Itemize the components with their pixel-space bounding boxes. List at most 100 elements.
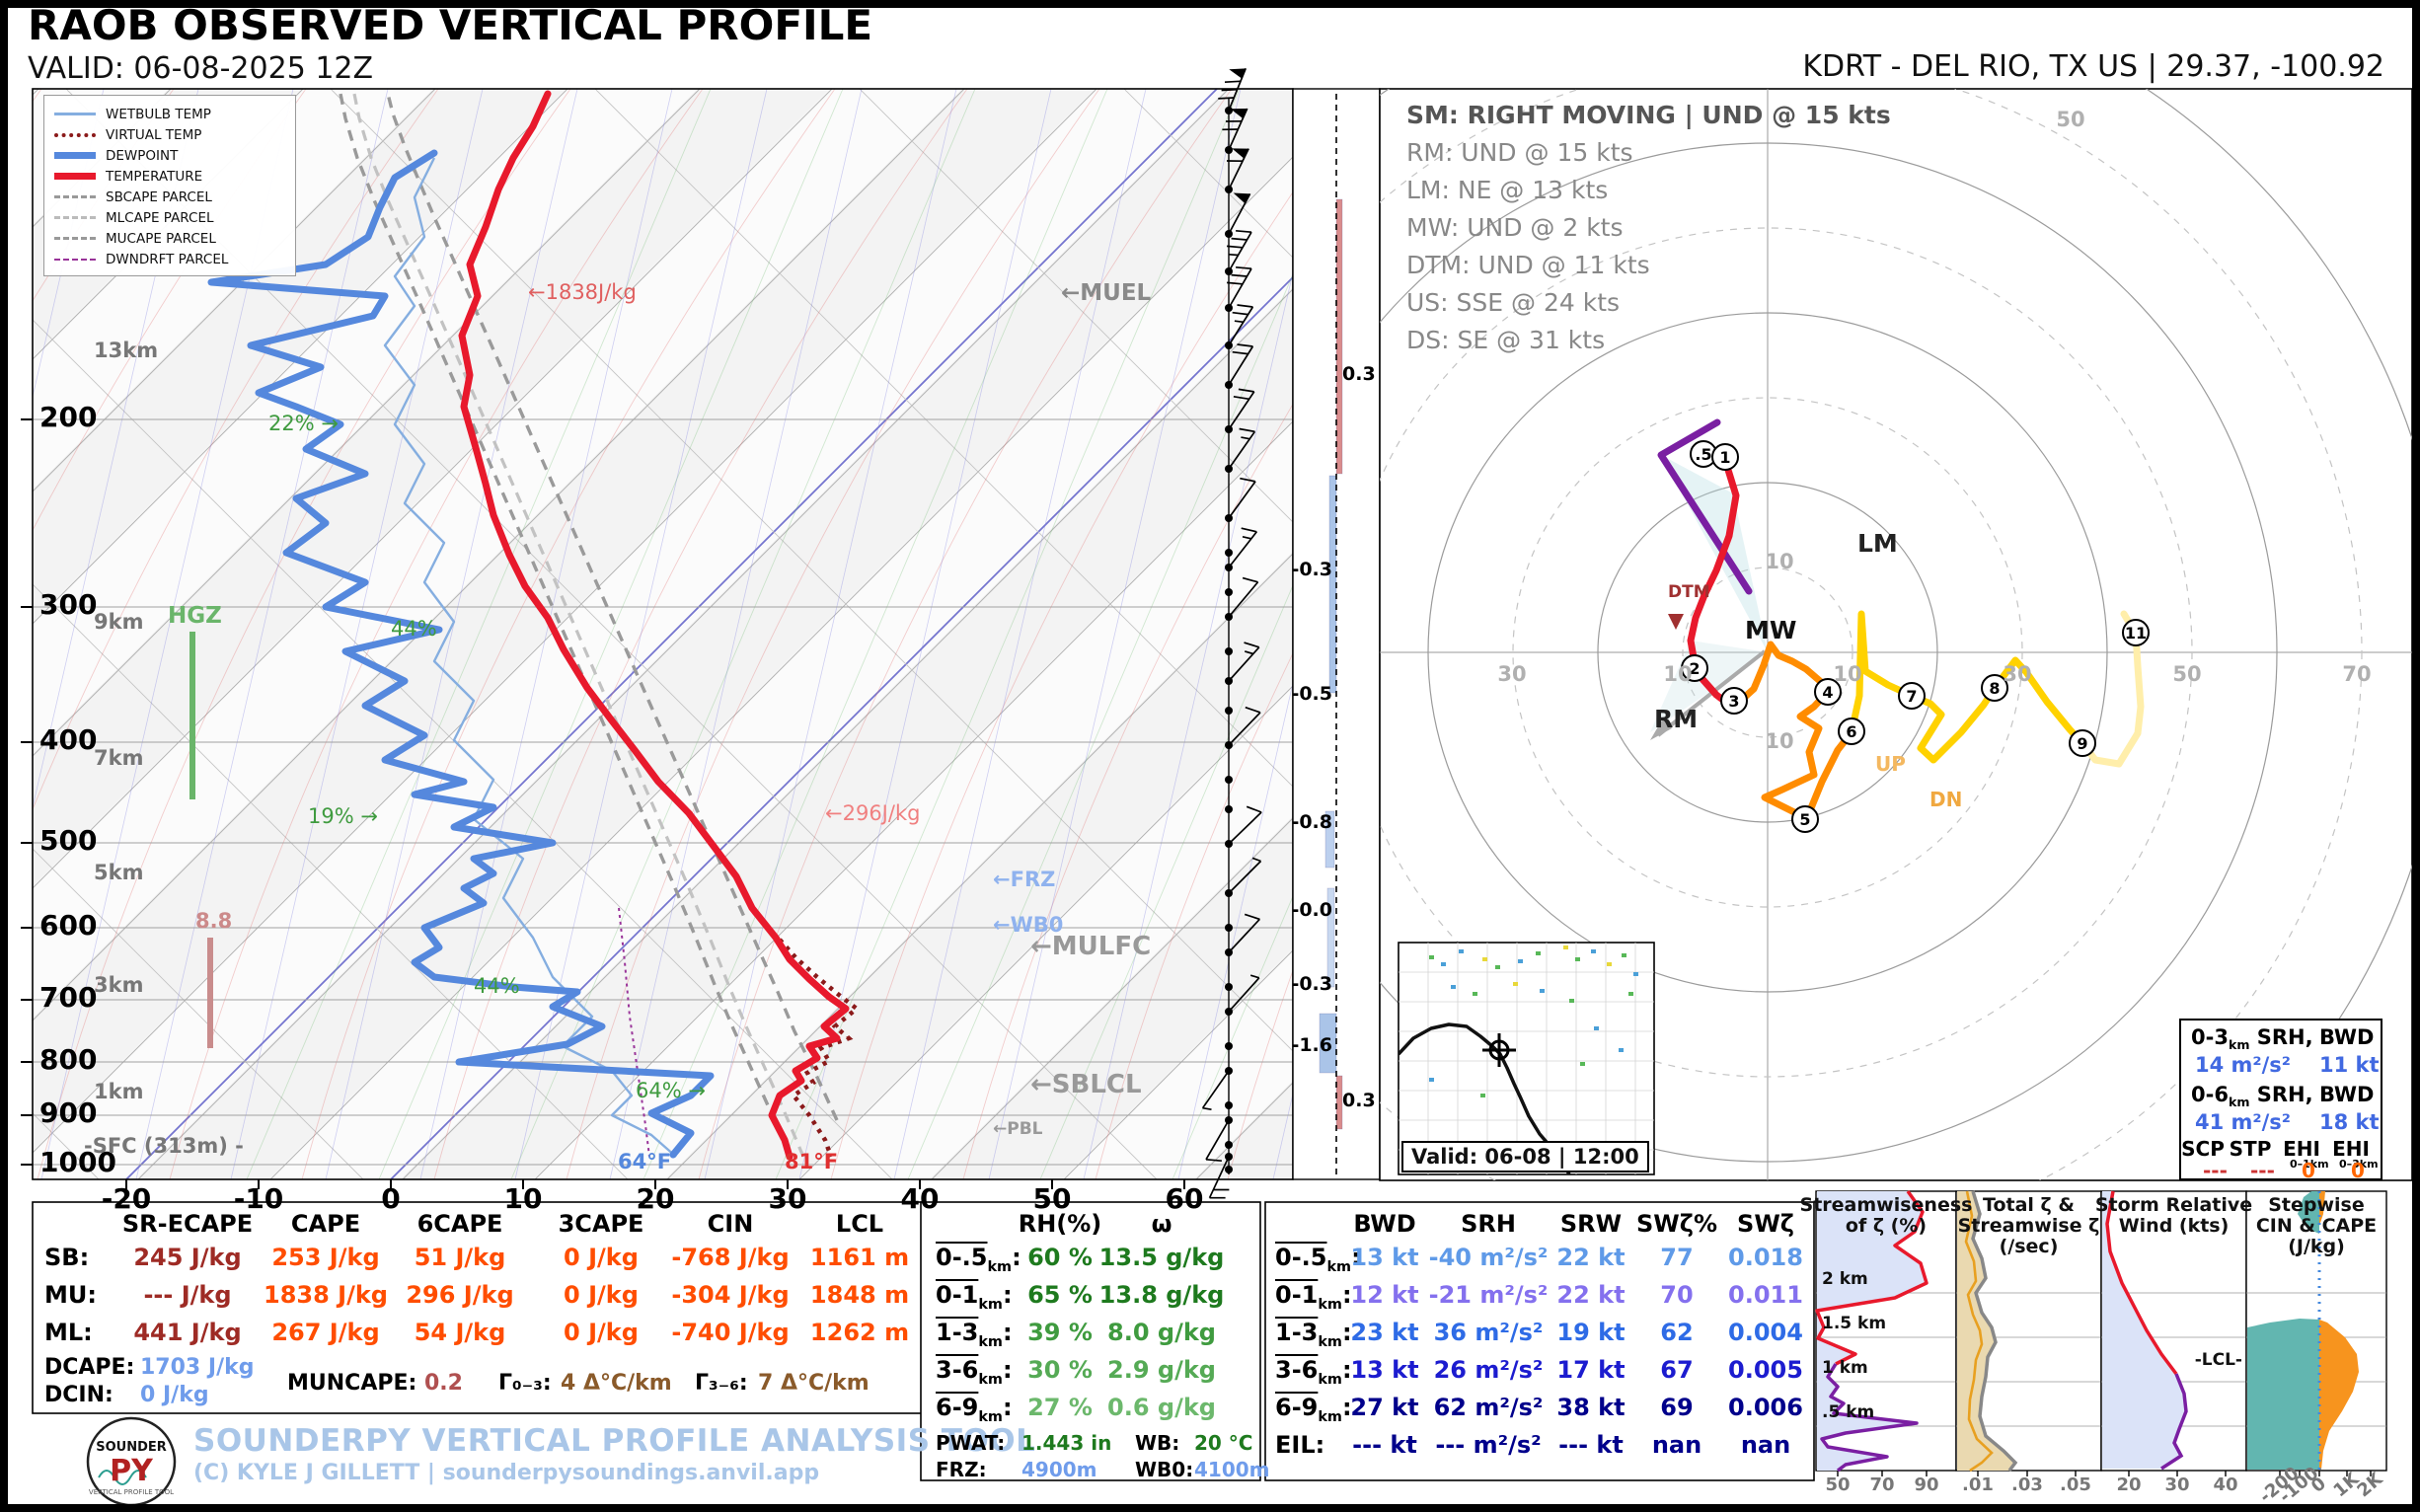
right-table-value: 19 kt	[1556, 1319, 1626, 1346]
panel-km-label: .5 km	[1822, 1402, 1875, 1422]
height-label: 9km	[94, 610, 144, 634]
legend-label: TEMPERATURE	[106, 168, 203, 185]
svg-text:30: 30	[1497, 662, 1526, 686]
panel-km-label: 1 km	[1822, 1358, 1868, 1378]
panel-title: (J/kg)	[2288, 1236, 2345, 1257]
hodograph-label: UP	[1875, 752, 1906, 776]
left-table-row-label: ML:	[44, 1319, 93, 1346]
panel-tick-label: 70	[1869, 1474, 1895, 1495]
composite-header-ehi: EHI	[2332, 1137, 2370, 1161]
temp-tick-label: -20	[101, 1182, 152, 1215]
legend-label: WETBULB TEMP	[106, 106, 211, 122]
composite-value: 0	[2302, 1159, 2315, 1182]
skewt-annotation: ←1838J/kg	[528, 280, 637, 304]
left-table-value: 267 J/kg	[271, 1319, 380, 1346]
right-table-value: --- m²/s²	[1435, 1431, 1542, 1459]
hodograph-info-line: US: SSE @ 24 kts	[1406, 288, 1621, 317]
valid-datetime: VALID: 06-08-2025 12Z	[28, 51, 374, 86]
right-table-header: BWD	[1353, 1210, 1416, 1238]
omega-value-label: 0.3	[1342, 363, 1376, 385]
footer-credit: (C) KYLE J GILLETT | sounderpysoundings.…	[193, 1461, 820, 1485]
left-table-value: 253 J/kg	[271, 1244, 380, 1271]
right-table-header: SRW	[1559, 1210, 1623, 1238]
right-table-value: nan	[1740, 1431, 1791, 1459]
pressure-label: 1000	[39, 1146, 116, 1178]
mid-table-rh-value: 39 %	[1027, 1319, 1093, 1346]
frz-value: 4900m	[1021, 1458, 1097, 1481]
svg-text:10: 10	[1765, 729, 1793, 753]
skewt-annotation: 22% →	[268, 412, 339, 435]
left-table-header: CAPE	[290, 1210, 361, 1238]
hodograph-label: RM	[1654, 705, 1699, 733]
legend-label: DEWPOINT	[106, 147, 179, 164]
pressure-label: 800	[39, 1043, 98, 1076]
height-label: 3km	[94, 973, 144, 997]
left-table-header: CIN	[707, 1210, 754, 1238]
legend-swatch-dewpoint	[54, 152, 96, 159]
panel-title: CIN & CAPE	[2255, 1215, 2378, 1237]
composite-sub: 0–3km	[2339, 1158, 2379, 1171]
legend-item: VIRTUAL TEMP	[54, 124, 285, 145]
mid-table-w-value: 0.6 g/kg	[1107, 1394, 1216, 1421]
pressure-label: 200	[39, 401, 98, 433]
dcin-value: 0 J/kg	[140, 1383, 209, 1407]
skewt-annotation: 64% →	[636, 1079, 706, 1102]
svg-text:7: 7	[1906, 687, 1917, 706]
height-label: 13km	[94, 339, 159, 362]
svg-text:5: 5	[1799, 810, 1810, 829]
svg-text:10: 10	[1765, 550, 1793, 573]
right-table-value: 23 kt	[1350, 1319, 1419, 1346]
left-table-header: 3CAPE	[558, 1210, 644, 1238]
temp-tick-label: 20	[636, 1182, 675, 1215]
left-table-value: -740 J/kg	[671, 1319, 790, 1346]
skewt-legend: WETBULB TEMP VIRTUAL TEMP DEWPOINT TEMPERAT…	[43, 95, 296, 276]
height-label: 7km	[94, 746, 144, 770]
dcape-value: 1703 J/kg	[140, 1355, 255, 1380]
svg-text:10: 10	[1663, 662, 1692, 686]
panel-title: Storm Relative	[2094, 1194, 2253, 1216]
svg-text:9: 9	[2077, 734, 2087, 753]
legend-item: DWNDRFT PARCEL	[54, 249, 285, 269]
left-table-value: 0 J/kg	[564, 1281, 639, 1309]
right-table-value: -21 m²/s²	[1428, 1281, 1549, 1309]
right-table-value: 22 kt	[1556, 1244, 1626, 1271]
right-table-value: 13 kt	[1350, 1244, 1419, 1271]
svg-text:PY: PY	[110, 1454, 154, 1488]
pressure-label: 600	[39, 909, 98, 942]
panel-tick-label: 20	[2116, 1474, 2142, 1495]
legend-swatch-parcel	[54, 195, 96, 198]
lapse-rate-3-6-label: Γ₃₋₆:	[695, 1371, 748, 1396]
temp-tick-label: -10	[233, 1182, 284, 1215]
skewt-annotation: 19% →	[308, 804, 378, 828]
svg-text:30: 30	[2003, 662, 2031, 686]
srh-bwd-summary-box: 0-3km SRH, BWD 14 m²/s² 11 kt 0-6km SRH, BWD 4…	[2179, 1019, 2382, 1182]
composite-sub: 0–1km	[2290, 1158, 2329, 1171]
right-table-header: SRH	[1461, 1210, 1516, 1238]
skewt-annotation: 44%	[474, 974, 520, 998]
right-table-value: 13 kt	[1350, 1356, 1419, 1384]
pressure-label: 500	[39, 824, 98, 857]
right-table-value: 0.006	[1728, 1394, 1803, 1421]
map-inset	[1398, 942, 1655, 1175]
panel-lcl-label: -LCL-	[2194, 1350, 2242, 1370]
mid-table-row-label: 3-6km:	[936, 1356, 1013, 1388]
muncape-value: 0.2	[424, 1371, 463, 1396]
svg-text:2: 2	[1689, 659, 1700, 678]
temp-tick-label: 0	[381, 1182, 401, 1215]
skewt-annotation: ←MULFC	[1030, 932, 1152, 961]
srh-0-6-value: 41 m²/s²	[2195, 1110, 2291, 1134]
wb-value: 20 °C	[1194, 1431, 1253, 1455]
right-table-value: --- kt	[1558, 1431, 1624, 1459]
svg-text:1: 1	[1719, 448, 1730, 467]
left-table-value: 0 J/kg	[564, 1319, 639, 1346]
legend-swatch-wetbulb	[54, 113, 96, 115]
panel-title: (/sec)	[1999, 1236, 2059, 1257]
svg-text:10: 10	[1833, 662, 1861, 686]
left-table-value: 296 J/kg	[406, 1281, 514, 1309]
right-table-value: nan	[1651, 1431, 1702, 1459]
left-table-value: 1161 m	[809, 1244, 910, 1271]
left-table-value: 1848 m	[809, 1281, 910, 1309]
left-table-row-label: MU:	[44, 1281, 97, 1309]
